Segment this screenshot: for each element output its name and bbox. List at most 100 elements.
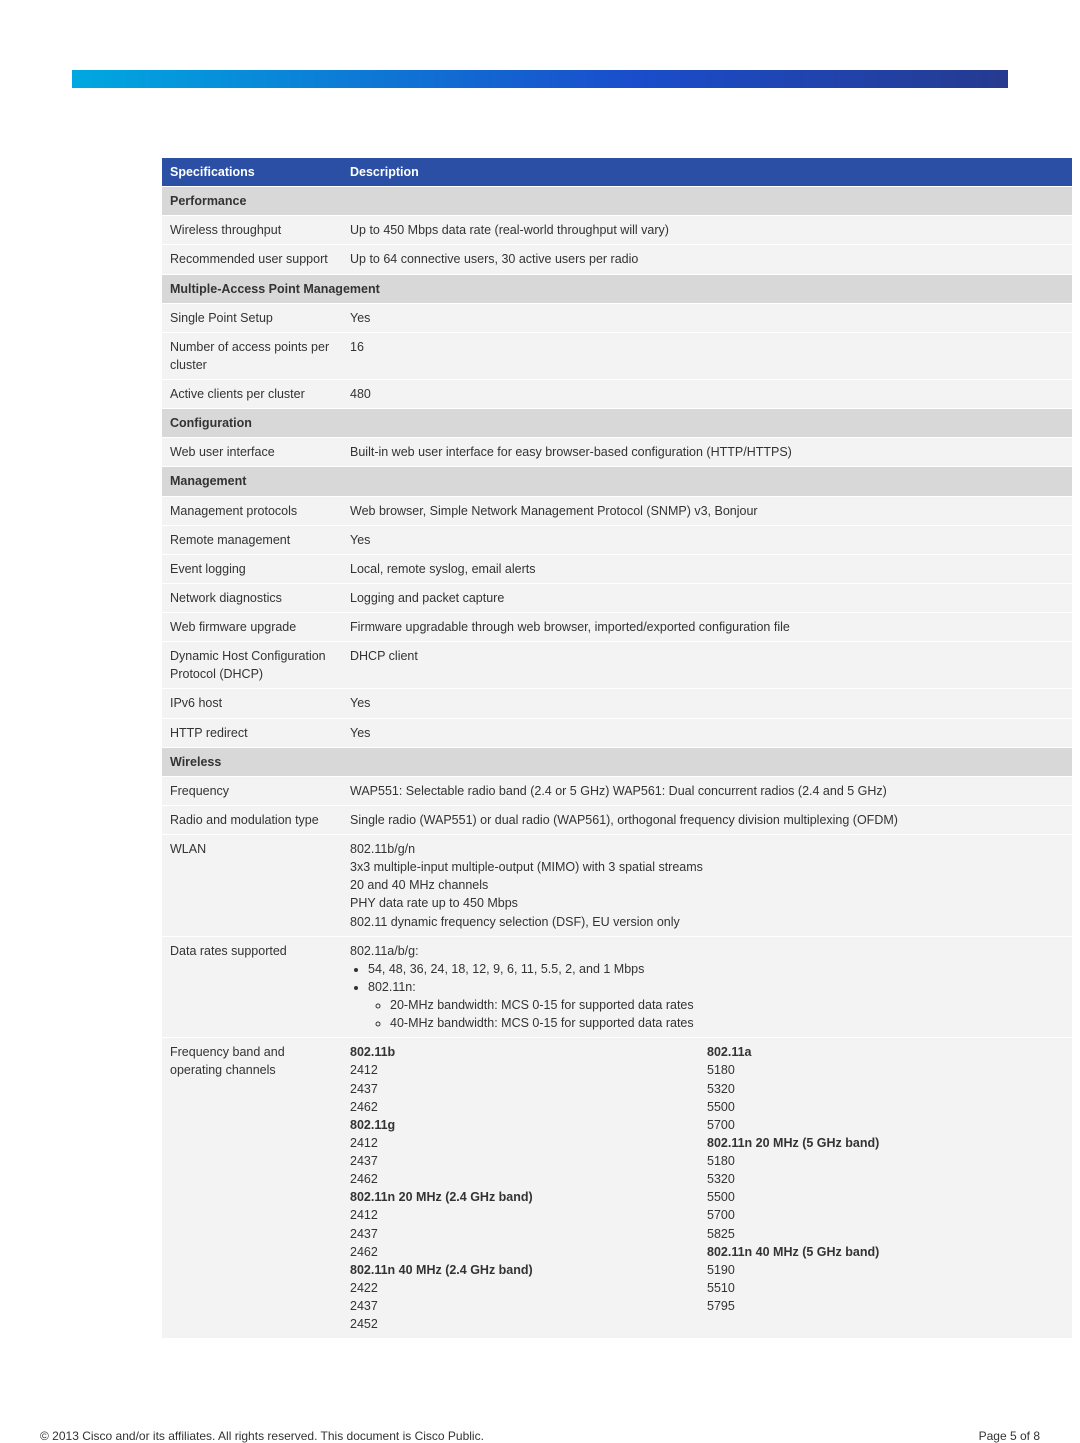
table-row: Data rates supported 802.11a/b/g: 54, 48… xyxy=(162,936,1072,1038)
spec-cell: IPv6 host xyxy=(162,689,342,718)
freq-line: 802.11n 40 MHz (5 GHz band) xyxy=(707,1243,1064,1261)
content-area: Specifications Description Performance W… xyxy=(0,158,1080,1399)
wlan-line: 3x3 multiple-input multiple-output (MIMO… xyxy=(350,858,1064,876)
spec-cell: Frequency band and operating channels xyxy=(162,1038,342,1339)
freq-line: 2437 xyxy=(350,1152,707,1170)
freq-line: 2462 xyxy=(350,1243,707,1261)
desc-cell: Yes xyxy=(342,718,1072,747)
desc-cell: Yes xyxy=(342,689,1072,718)
table-row: HTTP redirect Yes xyxy=(162,718,1072,747)
spec-cell: Frequency xyxy=(162,776,342,805)
section-title: Performance xyxy=(162,187,1072,216)
freq-line: 2412 xyxy=(350,1134,707,1152)
section-title: Multiple-Access Point Management xyxy=(162,274,1072,303)
list-item: 40-MHz bandwidth: MCS 0-15 for supported… xyxy=(390,1014,1064,1032)
table-header-row: Specifications Description xyxy=(162,158,1072,187)
table-row: Recommended user support Up to 64 connec… xyxy=(162,245,1072,274)
spec-cell: Remote management xyxy=(162,525,342,554)
freq-line: 802.11a xyxy=(707,1043,1064,1061)
list-item: 802.11n: 20-MHz bandwidth: MCS 0-15 for … xyxy=(368,978,1064,1032)
section-config: Configuration xyxy=(162,409,1072,438)
table-row: Dynamic Host Configuration Protocol (DHC… xyxy=(162,642,1072,689)
freq-line: 5500 xyxy=(707,1188,1064,1206)
freq-line: 2412 xyxy=(350,1061,707,1079)
table-row: WLAN 802.11b/g/n 3x3 multiple-input mult… xyxy=(162,835,1072,937)
freq-line: 5795 xyxy=(707,1297,1064,1315)
list-item: 20-MHz bandwidth: MCS 0-15 for supported… xyxy=(390,996,1064,1014)
desc-cell: Single radio (WAP551) or dual radio (WAP… xyxy=(342,805,1072,834)
freq-line: 5500 xyxy=(707,1098,1064,1116)
page-footer: © 2013 Cisco and/or its affiliates. All … xyxy=(0,1399,1080,1443)
table-row: Frequency WAP551: Selectable radio band … xyxy=(162,776,1072,805)
freq-line: 5320 xyxy=(707,1170,1064,1188)
desc-cell: 802.11b/g/n 3x3 multiple-input multiple-… xyxy=(342,835,1072,937)
freq-columns: 802.11b241224372462802.11g24122437246280… xyxy=(350,1043,1064,1333)
sub-list: 20-MHz bandwidth: MCS 0-15 for supported… xyxy=(390,996,1064,1032)
desc-cell: 480 xyxy=(342,380,1072,409)
spec-cell: Web user interface xyxy=(162,438,342,467)
list-item-label: 802.11n: xyxy=(368,980,416,994)
desc-cell: Logging and packet capture xyxy=(342,583,1072,612)
header-desc: Description xyxy=(342,158,1072,187)
desc-cell: Up to 64 connective users, 30 active use… xyxy=(342,245,1072,274)
spec-cell: Management protocols xyxy=(162,496,342,525)
section-wireless: Wireless xyxy=(162,747,1072,776)
freq-line: 2412 xyxy=(350,1206,707,1224)
spec-cell: Data rates supported xyxy=(162,936,342,1038)
freq-line: 2437 xyxy=(350,1080,707,1098)
freq-line: 5825 xyxy=(707,1225,1064,1243)
table-row: Web user interface Built-in web user int… xyxy=(162,438,1072,467)
freq-line: 5320 xyxy=(707,1080,1064,1098)
freq-line: 5510 xyxy=(707,1279,1064,1297)
freq-line: 802.11n 40 MHz (2.4 GHz band) xyxy=(350,1261,707,1279)
desc-cell: Local, remote syslog, email alerts xyxy=(342,554,1072,583)
desc-cell: Built-in web user interface for easy bro… xyxy=(342,438,1072,467)
wlan-line: PHY data rate up to 450 Mbps xyxy=(350,894,1064,912)
table-row: Radio and modulation type Single radio (… xyxy=(162,805,1072,834)
spec-cell: Dynamic Host Configuration Protocol (DHC… xyxy=(162,642,342,689)
desc-cell: 802.11a/b/g: 54, 48, 36, 24, 18, 12, 9, … xyxy=(342,936,1072,1038)
spec-cell: Radio and modulation type xyxy=(162,805,342,834)
freq-line: 2437 xyxy=(350,1225,707,1243)
freq-line: 2437 xyxy=(350,1297,707,1315)
freq-col-right: 802.11a5180532055005700802.11n 20 MHz (5… xyxy=(707,1043,1064,1333)
table-row: Single Point Setup Yes xyxy=(162,303,1072,332)
freq-line: 802.11b xyxy=(350,1043,707,1061)
desc-cell: 16 xyxy=(342,332,1072,379)
data-rates-intro: 802.11a/b/g: xyxy=(350,942,1064,960)
top-gradient-bar xyxy=(72,70,1008,88)
list-item: 54, 48, 36, 24, 18, 12, 9, 6, 11, 5.5, 2… xyxy=(368,960,1064,978)
desc-cell: DHCP client xyxy=(342,642,1072,689)
freq-line: 5700 xyxy=(707,1206,1064,1224)
freq-col-left: 802.11b241224372462802.11g24122437246280… xyxy=(350,1043,707,1333)
table-row: Network diagnostics Logging and packet c… xyxy=(162,583,1072,612)
freq-line: 2422 xyxy=(350,1279,707,1297)
wlan-line: 802.11b/g/n xyxy=(350,840,1064,858)
spec-cell: Single Point Setup xyxy=(162,303,342,332)
section-mapm: Multiple-Access Point Management xyxy=(162,274,1072,303)
freq-line: 2452 xyxy=(350,1315,707,1333)
table-row: Active clients per cluster 480 xyxy=(162,380,1072,409)
freq-line: 2462 xyxy=(350,1098,707,1116)
section-title: Wireless xyxy=(162,747,1072,776)
freq-line: 5180 xyxy=(707,1061,1064,1079)
freq-line: 802.11n 20 MHz (5 GHz band) xyxy=(707,1134,1064,1152)
wlan-line: 802.11 dynamic frequency selection (DSF)… xyxy=(350,913,1064,931)
freq-line: 802.11g xyxy=(350,1116,707,1134)
freq-line: 5180 xyxy=(707,1152,1064,1170)
page: Specifications Description Performance W… xyxy=(0,70,1080,1443)
spec-cell: Network diagnostics xyxy=(162,583,342,612)
data-rates-list: 54, 48, 36, 24, 18, 12, 9, 6, 11, 5.5, 2… xyxy=(368,960,1064,1033)
footer-page-number: Page 5 of 8 xyxy=(979,1429,1040,1443)
section-mgmt: Management xyxy=(162,467,1072,496)
spec-cell: Recommended user support xyxy=(162,245,342,274)
spec-cell: HTTP redirect xyxy=(162,718,342,747)
footer-copyright: © 2013 Cisco and/or its affiliates. All … xyxy=(40,1429,484,1443)
table-row: Wireless throughput Up to 450 Mbps data … xyxy=(162,216,1072,245)
desc-cell: Web browser, Simple Network Management P… xyxy=(342,496,1072,525)
table-row: Remote management Yes xyxy=(162,525,1072,554)
spec-cell: Wireless throughput xyxy=(162,216,342,245)
freq-line: 5190 xyxy=(707,1261,1064,1279)
section-title: Management xyxy=(162,467,1072,496)
header-spec: Specifications xyxy=(162,158,342,187)
